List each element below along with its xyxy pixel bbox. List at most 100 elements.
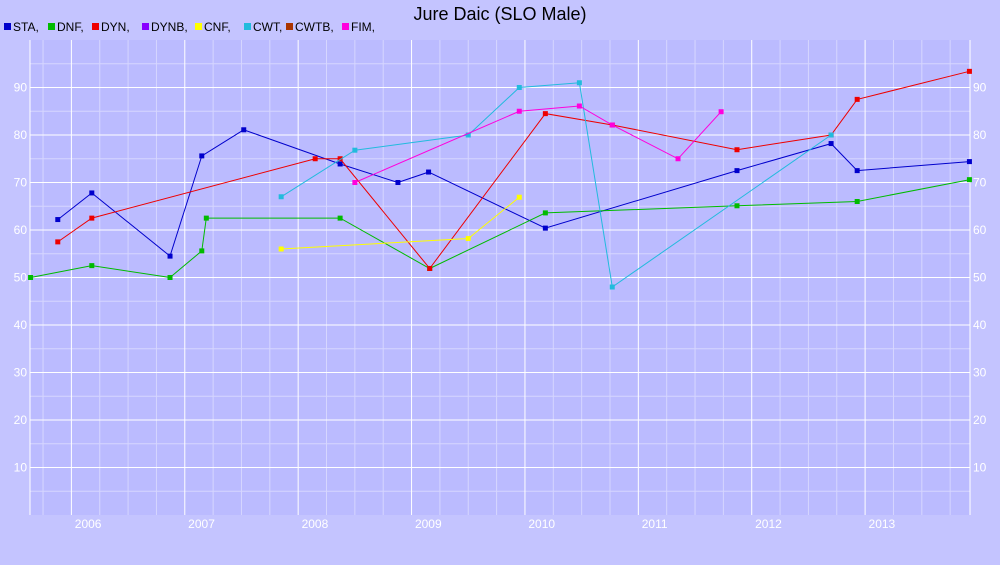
data-point <box>854 96 860 102</box>
legend-swatch <box>286 23 293 30</box>
data-point <box>203 215 209 221</box>
y-tick-label-left: 10 <box>14 461 28 475</box>
data-point <box>278 194 284 200</box>
data-point <box>718 109 724 115</box>
data-point <box>609 284 615 290</box>
x-tick-label: 2010 <box>528 517 555 531</box>
data-point <box>576 103 582 109</box>
data-point <box>734 168 740 174</box>
legend-swatch <box>342 23 349 30</box>
y-tick-label-right: 20 <box>973 413 987 427</box>
series-sta <box>55 127 972 259</box>
legend-swatch <box>48 23 55 30</box>
y-tick-label-right: 50 <box>973 271 987 285</box>
data-point <box>55 217 61 223</box>
y-tick-label-left: 50 <box>14 271 28 285</box>
y-tick-label-left: 30 <box>14 366 28 380</box>
series-line-fim <box>354 105 722 183</box>
data-point <box>542 225 548 231</box>
data-point <box>337 161 343 167</box>
data-point <box>516 194 522 200</box>
data-point <box>352 147 358 153</box>
y-tick-label-right: 40 <box>973 318 987 332</box>
data-point <box>278 246 284 252</box>
data-point <box>89 215 95 221</box>
legend-label: CNF, <box>204 20 231 34</box>
x-tick-label: 2011 <box>642 517 668 531</box>
data-point <box>576 80 582 86</box>
legend-label: DYN, <box>101 20 130 34</box>
data-point <box>966 159 972 165</box>
y-axis-right: 10 20 30 40 50 60 70 80 90 <box>973 81 987 475</box>
x-tick-label: 2007 <box>188 517 215 531</box>
y-tick-label-right: 80 <box>973 128 987 142</box>
data-point <box>542 210 548 216</box>
data-point <box>542 111 548 117</box>
legend-label: DYNB, <box>151 20 188 34</box>
data-point <box>516 108 522 114</box>
series-fim <box>352 103 724 185</box>
series-layer <box>28 68 972 290</box>
y-tick-label-right: 30 <box>973 366 987 380</box>
legend-label: FIM, <box>351 20 375 34</box>
data-point <box>312 156 318 162</box>
x-tick-label: 2008 <box>302 517 329 531</box>
data-point <box>199 248 205 254</box>
data-point <box>734 203 740 209</box>
y-tick-label-right: 90 <box>973 81 987 95</box>
x-tick-label: 2006 <box>75 517 102 531</box>
data-point <box>28 275 34 280</box>
data-point <box>199 153 205 159</box>
data-point <box>55 239 61 245</box>
y-tick-label-left: 80 <box>14 128 28 142</box>
x-tick-label: 2012 <box>755 517 782 531</box>
data-point <box>427 265 433 271</box>
data-point <box>426 169 432 175</box>
data-point <box>966 177 972 183</box>
major-grid <box>29 40 971 515</box>
y-tick-label-left: 60 <box>14 223 28 237</box>
legend-label: STA, <box>13 20 39 34</box>
legend: STA, DNF, DYN, DYNB, CNF, CWT, CWTB, FIM, <box>4 20 375 34</box>
data-point <box>828 141 834 147</box>
chart-title: Jure Daic (SLO Male) <box>413 4 586 24</box>
data-point <box>966 68 972 74</box>
data-point <box>828 132 834 138</box>
data-point <box>675 156 681 162</box>
data-point <box>241 127 247 133</box>
legend-label: CWT, <box>253 20 282 34</box>
y-tick-label-right: 10 <box>973 461 987 475</box>
y-axis-left: 10 20 30 40 50 60 70 80 90 <box>14 81 28 475</box>
data-point <box>89 190 95 196</box>
x-tick-label: 2013 <box>869 517 896 531</box>
data-point <box>854 168 860 174</box>
legend-swatch <box>195 23 202 30</box>
data-point <box>854 199 860 204</box>
x-tick-label: 2009 <box>415 517 442 531</box>
legend-label: DNF, <box>57 20 84 34</box>
y-tick-label-left: 40 <box>14 318 28 332</box>
data-point <box>352 180 358 185</box>
data-point <box>465 236 471 242</box>
data-point <box>465 132 471 138</box>
data-point <box>395 180 401 185</box>
data-point <box>167 275 173 280</box>
data-point <box>734 147 740 153</box>
legend-label: CWTB, <box>295 20 334 34</box>
legend-swatch <box>92 23 99 30</box>
y-tick-label-left: 90 <box>14 81 28 95</box>
y-tick-label-left: 20 <box>14 413 28 427</box>
data-point <box>337 215 343 221</box>
y-tick-label-right: 60 <box>973 223 987 237</box>
data-point <box>89 263 95 269</box>
y-tick-label-left: 70 <box>14 176 28 190</box>
series-cnf <box>278 194 522 252</box>
y-tick-label-right: 70 <box>973 176 987 190</box>
data-point <box>609 122 615 128</box>
legend-swatch <box>244 23 251 30</box>
data-point <box>516 85 522 90</box>
legend-swatch <box>4 23 11 30</box>
data-point <box>337 156 343 162</box>
x-axis: 2006 2007 2008 2009 2010 2011 2012 2013 <box>75 517 896 531</box>
